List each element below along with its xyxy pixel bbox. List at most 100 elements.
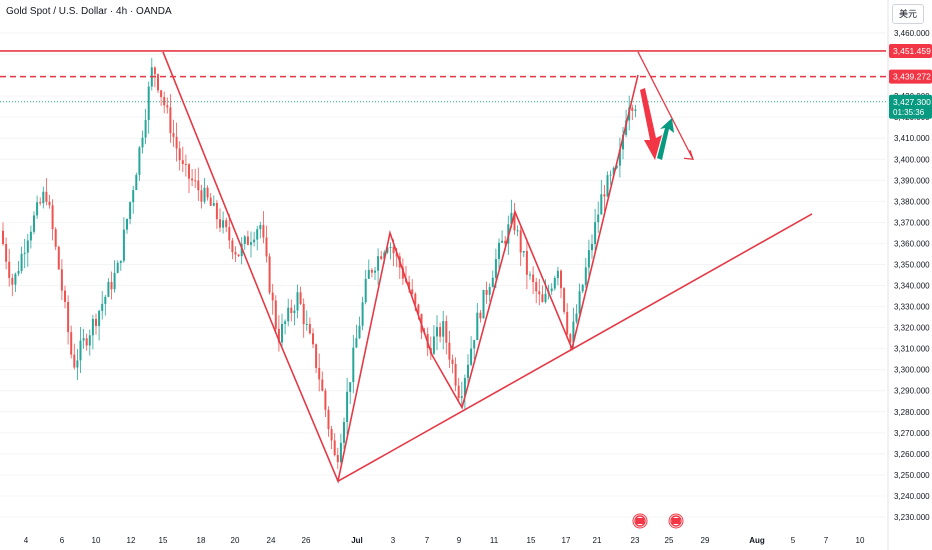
candle-body <box>184 163 187 165</box>
candle-body <box>535 282 538 292</box>
candle-body <box>417 304 420 314</box>
candle-body <box>374 270 376 273</box>
candle-body <box>188 164 190 179</box>
candle-body <box>569 334 572 343</box>
candle-body <box>91 318 94 336</box>
candle-body <box>197 180 200 191</box>
candle-body <box>8 261 11 278</box>
candle-body <box>541 294 544 302</box>
candle-body <box>287 307 290 322</box>
candle-body <box>361 302 364 326</box>
candle-body <box>231 240 234 253</box>
candle-body <box>504 240 507 244</box>
candle-body <box>88 335 91 346</box>
candle-body <box>355 338 358 348</box>
currency-button[interactable]: 美元 <box>892 4 924 24</box>
candle-body <box>160 90 163 98</box>
candle-body <box>566 311 569 335</box>
candle-body <box>482 289 485 319</box>
candle-body <box>126 219 128 230</box>
time-tick-label: 17 <box>562 536 571 545</box>
projection-line[interactable] <box>637 51 694 160</box>
dashed-resistance-price-tag: 3,439.272 <box>889 69 932 84</box>
candle-body <box>327 409 330 430</box>
candle-body <box>215 202 218 220</box>
candle-body <box>525 250 528 275</box>
candle-body <box>436 327 438 337</box>
time-tick-label: 5 <box>791 536 796 545</box>
time-tick-label: 10 <box>856 536 865 545</box>
candle-body <box>510 212 513 225</box>
time-axis[interactable]: 4 6 10 12 15 18 20 24 26 Jul 3 7 9 11 15 17 21 23 25 29 Aug 5… <box>24 536 865 545</box>
candle-body <box>383 252 386 259</box>
price-tick-label: 3,260.000 <box>894 450 930 459</box>
candle-body <box>172 133 175 137</box>
time-tick-label: 7 <box>425 536 430 545</box>
candle-body <box>553 278 556 289</box>
candle-body <box>572 321 575 343</box>
candle-body <box>98 310 101 326</box>
candle-body <box>615 165 618 168</box>
candle-body <box>23 252 26 254</box>
candle-body <box>612 167 615 175</box>
current-price-label: 3,427.300 <box>893 97 931 107</box>
candle-body <box>144 119 147 138</box>
bullish-arrow-icon[interactable] <box>657 118 674 160</box>
candle-body <box>175 136 178 149</box>
candle-body <box>265 237 268 257</box>
candle-body <box>451 359 454 364</box>
candle-body <box>501 240 504 243</box>
price-tick-label: 3,390.000 <box>894 176 930 185</box>
candle-body <box>225 220 228 228</box>
candle-body <box>622 134 624 150</box>
candle-body <box>488 287 491 295</box>
candle-body <box>485 289 488 295</box>
candle-body <box>259 225 262 230</box>
candle-body <box>54 229 57 247</box>
us-flag-event-icon[interactable] <box>632 513 648 529</box>
candle-body <box>129 202 132 220</box>
candle-body <box>364 278 367 303</box>
candle-body <box>491 277 494 288</box>
price-tick-label: 3,300.000 <box>894 366 930 375</box>
time-tick-label: 6 <box>60 536 65 545</box>
candle-body <box>181 160 184 164</box>
candle-body <box>389 246 392 248</box>
time-tick-label: 7 <box>824 536 829 545</box>
price-tick-label: 3,250.000 <box>894 471 930 480</box>
candle-body <box>268 256 271 293</box>
candle-body <box>519 230 522 253</box>
candle-body <box>169 107 172 134</box>
candle-body <box>386 247 389 253</box>
candle-body <box>618 149 621 166</box>
candle-body <box>228 227 231 241</box>
candle-body <box>401 267 404 279</box>
projection-arrowhead-icon <box>683 150 694 161</box>
candle-body <box>318 367 321 380</box>
candle-body <box>631 107 634 111</box>
candle-body <box>470 348 473 365</box>
candle-body <box>609 174 612 176</box>
bearish-arrow-icon[interactable] <box>640 88 662 160</box>
support-trendline[interactable] <box>337 213 813 482</box>
us-flag-event-icon[interactable] <box>668 513 684 529</box>
candle-body <box>463 378 466 397</box>
price-tick-label: 3,380.000 <box>894 197 930 206</box>
time-tick-label: 12 <box>127 536 136 545</box>
candle-body <box>194 180 197 182</box>
candle-body <box>219 219 221 228</box>
candle-body <box>253 239 256 243</box>
candle-body <box>243 236 246 244</box>
candle-body <box>498 242 500 260</box>
candle-body <box>206 187 209 198</box>
candle-body <box>330 429 333 441</box>
candle-body <box>476 312 479 341</box>
time-tick-label: 23 <box>631 536 640 545</box>
zigzag-pattern-line[interactable] <box>162 51 639 484</box>
candle-body <box>163 97 166 106</box>
candle-body <box>591 244 593 251</box>
candle-body <box>473 340 476 349</box>
candle-body <box>479 312 482 319</box>
